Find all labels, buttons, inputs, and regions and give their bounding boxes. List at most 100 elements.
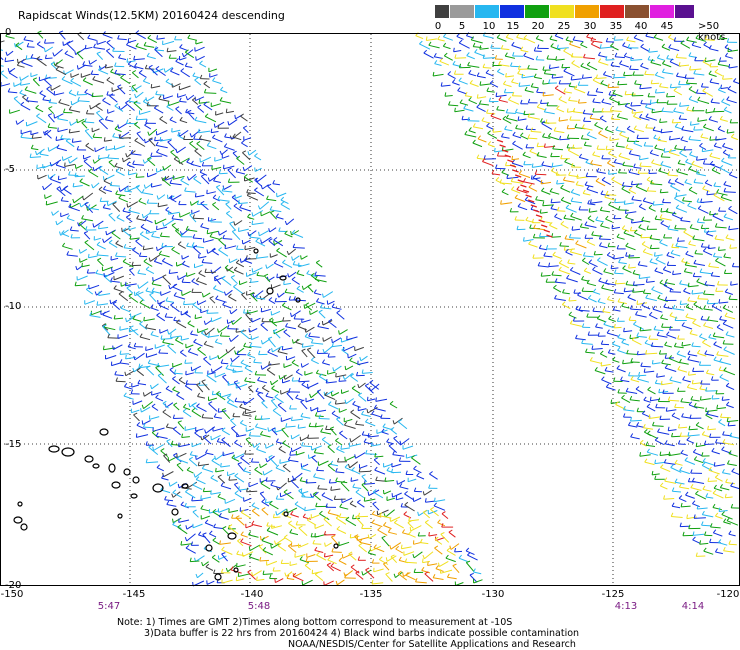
wind-barb	[123, 157, 130, 163]
wind-barb	[177, 421, 185, 430]
wind-barb	[220, 485, 232, 490]
wind-barb	[590, 201, 603, 204]
wind-barb-flag	[594, 366, 598, 371]
wind-barb-flag	[500, 44, 504, 50]
wind-barb-flag	[205, 563, 210, 568]
wind-barb	[691, 292, 704, 295]
wind-barb	[46, 201, 58, 206]
wind-barb-flag	[709, 62, 712, 68]
wind-barb	[56, 188, 66, 197]
wind-barb-flag	[174, 35, 177, 40]
wind-barb	[610, 45, 619, 51]
wind-barb-flag	[35, 104, 39, 109]
wind-barb	[288, 271, 297, 278]
wind-barb-flag	[568, 82, 572, 87]
wind-barb-flag	[275, 464, 280, 469]
wind-barb	[256, 297, 266, 300]
wind-barb	[262, 573, 273, 575]
wind-barb-flag	[355, 514, 360, 518]
wind-barb	[238, 228, 249, 232]
wind-barb	[368, 435, 379, 438]
wind-barb	[57, 118, 68, 122]
wind-barb	[219, 230, 228, 236]
wind-barb-flag	[633, 321, 637, 325]
wind-barb-flag	[673, 87, 678, 91]
wind-barb-flag	[523, 52, 527, 57]
wind-barb	[557, 47, 569, 50]
wind-barb	[117, 38, 127, 41]
wind-barb	[20, 75, 29, 82]
wind-barb-flag	[424, 498, 427, 503]
wind-barb	[511, 81, 519, 85]
wind-barb	[685, 316, 697, 321]
wind-barb	[668, 182, 676, 185]
wind-barb-flag	[197, 128, 200, 133]
wind-barb	[655, 74, 665, 79]
wind-barb	[719, 361, 732, 366]
wind-barb	[711, 305, 723, 312]
wind-barb-flag	[719, 57, 722, 62]
wind-barb-flag	[142, 77, 147, 82]
wind-barb	[227, 472, 235, 477]
wind-barb	[72, 140, 82, 143]
wind-barb	[439, 60, 450, 66]
wind-barb-flag	[98, 224, 100, 229]
wind-barb-flag	[375, 397, 377, 402]
wind-barb-flag	[609, 106, 613, 111]
wind-barb-flag	[715, 389, 718, 395]
wind-barb-flag	[586, 131, 591, 136]
wind-barb	[36, 58, 47, 67]
wind-barb	[131, 384, 140, 388]
wind-barb-flag	[336, 310, 341, 314]
wind-barb-flag	[711, 166, 716, 171]
wind-barb	[606, 386, 616, 391]
wind-barb	[340, 482, 350, 492]
wind-barb-flag	[699, 268, 703, 273]
wind-barb	[294, 503, 305, 511]
wind-barb	[212, 197, 220, 202]
wind-barb	[603, 323, 614, 329]
wind-barb-flag	[335, 467, 338, 473]
wind-barb-flag	[135, 184, 140, 188]
wind-barb	[144, 124, 152, 130]
wind-barb	[31, 148, 39, 151]
wind-barb	[16, 119, 25, 125]
wind-barb-flag	[565, 204, 570, 209]
wind-barb-flag	[60, 196, 64, 201]
wind-barb	[574, 88, 586, 94]
wind-barb-flag	[413, 568, 416, 573]
wind-barb	[205, 327, 215, 336]
wind-barb-flag	[125, 317, 127, 322]
wind-barb-flag	[284, 220, 288, 225]
wind-barb	[87, 37, 97, 41]
wind-barb-flag	[63, 186, 68, 190]
wind-barb	[679, 152, 688, 158]
wind-barb	[620, 379, 630, 383]
wind-barb	[697, 208, 709, 214]
wind-barb	[397, 421, 408, 430]
wind-barb	[280, 203, 291, 210]
wind-barb	[361, 484, 369, 492]
wind-barb-flag	[659, 415, 662, 420]
wind-barb-flag	[640, 362, 643, 367]
wind-barb-flag	[307, 347, 312, 350]
wind-barb	[104, 276, 112, 283]
wind-barb	[659, 242, 668, 247]
wind-barb-flag	[321, 492, 326, 496]
wind-barb-flag	[135, 42, 139, 47]
wind-barb	[203, 103, 213, 111]
wind-barb-flag	[36, 41, 41, 45]
wind-barb	[83, 160, 93, 169]
wind-barb-flag	[530, 205, 534, 210]
wind-barb-flag	[645, 124, 648, 129]
wind-barb	[506, 112, 516, 114]
wind-barb	[681, 261, 690, 265]
wind-barb	[335, 517, 347, 525]
wind-barb	[242, 414, 252, 417]
wind-barb-flag	[517, 203, 521, 207]
wind-barb	[163, 95, 174, 100]
wind-barb	[321, 439, 331, 446]
wind-barb	[578, 102, 587, 104]
wind-barb	[174, 372, 183, 375]
wind-barb-flag	[380, 414, 383, 419]
